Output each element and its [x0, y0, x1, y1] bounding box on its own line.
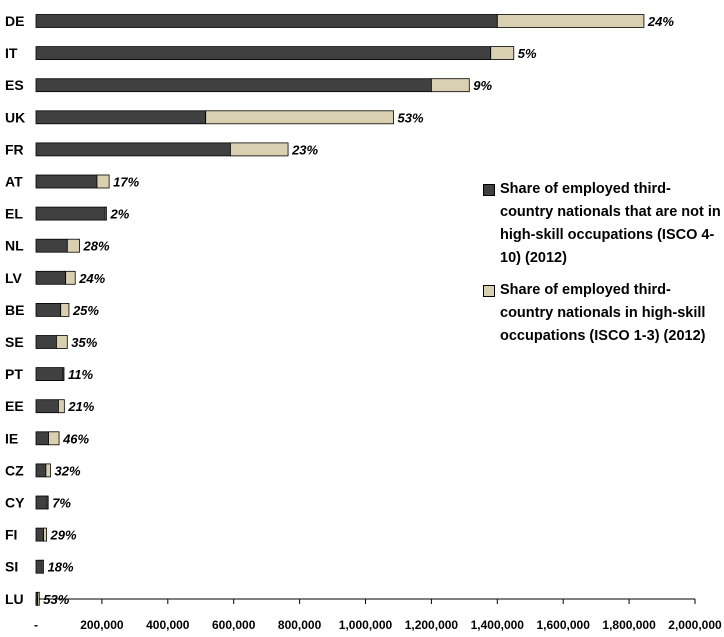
x-tick-label: 800,000 — [278, 618, 322, 632]
bar-segment-not-high-skill — [35, 270, 67, 285]
bar-segment-high-skill — [205, 110, 394, 125]
category-label: LV — [5, 270, 23, 286]
bar-segment-high-skill — [65, 270, 76, 285]
category-label: CZ — [5, 462, 24, 478]
bar-segment-not-high-skill — [35, 527, 44, 542]
category-label: LU — [5, 591, 24, 607]
bar-segment-high-skill — [41, 559, 44, 574]
bar-segment-not-high-skill — [35, 142, 231, 157]
bar-segment-not-high-skill — [35, 431, 49, 446]
category-label: AT — [5, 174, 23, 190]
data-label: 24% — [78, 271, 105, 286]
data-label: 9% — [473, 78, 492, 93]
bar-segment-not-high-skill — [35, 78, 432, 93]
x-tick-label: 200,000 — [80, 618, 124, 632]
x-tick-label: 2,000,000 — [668, 618, 722, 632]
category-label: EE — [5, 398, 24, 414]
x-tick-label: 1,200,000 — [405, 618, 459, 632]
x-tick-label: 400,000 — [146, 618, 190, 632]
data-label: 21% — [67, 399, 94, 414]
bar-segment-not-high-skill — [35, 206, 106, 221]
legend-swatch-not-high-skill — [483, 184, 495, 196]
data-label: 25% — [72, 303, 99, 318]
bar-segment-high-skill — [104, 206, 107, 221]
data-label: 2% — [110, 207, 130, 222]
category-label: IE — [5, 430, 18, 446]
chart-legend: Share of employed third-country national… — [483, 178, 723, 357]
category-label: UK — [5, 109, 25, 125]
category-label: FR — [5, 141, 24, 157]
category-label: SE — [5, 334, 24, 350]
bar-segment-not-high-skill — [35, 174, 98, 189]
category-label: SI — [5, 559, 18, 575]
bar-segment-not-high-skill — [35, 559, 43, 574]
bar-segment-high-skill — [43, 527, 47, 542]
bar-segment-not-high-skill — [35, 46, 492, 60]
bar-segment-not-high-skill — [35, 14, 498, 28]
data-label: 17% — [113, 175, 139, 190]
x-tick-label: 1,800,000 — [602, 618, 656, 632]
x-tick-label: 1,600,000 — [537, 618, 591, 632]
legend-item-high-skill: Share of employed third-country national… — [483, 279, 723, 348]
bar-segment-high-skill — [62, 367, 65, 382]
category-label: BE — [5, 302, 24, 318]
x-tick-label: 600,000 — [212, 618, 256, 632]
data-label: 7% — [52, 496, 71, 511]
bar-segment-high-skill — [46, 495, 49, 510]
data-label: 18% — [48, 560, 74, 575]
bar-segment-high-skill — [230, 142, 289, 157]
data-label: 53% — [398, 110, 424, 125]
data-label: 29% — [50, 528, 77, 543]
bar-segment-high-skill — [496, 14, 645, 28]
bar-segment-not-high-skill — [35, 302, 62, 317]
bar-segment-high-skill — [60, 302, 70, 317]
bar-segment-not-high-skill — [35, 367, 64, 382]
data-label: 5% — [518, 46, 537, 61]
bar-segment-high-skill — [66, 238, 80, 253]
bar-segment-high-skill — [56, 335, 68, 349]
data-label: 53% — [43, 592, 69, 607]
data-label: 28% — [82, 239, 109, 254]
data-label: 46% — [62, 431, 89, 446]
legend-item-not-high-skill: Share of employed third-country national… — [483, 178, 723, 270]
bar-segment-high-skill — [96, 174, 110, 189]
legend-label-high-skill: Share of employed third-country national… — [500, 282, 706, 344]
bar-segment-not-high-skill — [35, 463, 47, 478]
bar-segment-not-high-skill — [35, 335, 57, 349]
bar-segment-high-skill — [430, 78, 470, 93]
bar-segment-not-high-skill — [35, 110, 207, 125]
bar-segment-not-high-skill — [35, 238, 68, 253]
category-label: IT — [5, 45, 18, 61]
bar-segment-high-skill — [45, 463, 51, 478]
category-label: ES — [5, 77, 24, 93]
data-label: 32% — [54, 463, 80, 478]
x-tick-label: 1,000,000 — [339, 618, 393, 632]
bar-segment-not-high-skill — [35, 399, 59, 414]
data-label: 11% — [68, 367, 93, 382]
category-label: DE — [5, 13, 24, 29]
x-tick-label: - — [34, 618, 38, 632]
x-tick-label: 1,400,000 — [471, 618, 525, 632]
data-label: 24% — [647, 14, 674, 29]
bar-segment-high-skill — [48, 431, 60, 446]
data-label: 23% — [291, 142, 318, 157]
bar-segment-high-skill — [490, 46, 515, 60]
category-label: FI — [5, 527, 17, 543]
bar-segment-high-skill — [58, 399, 65, 414]
data-label: 35% — [71, 335, 97, 350]
legend-swatch-high-skill — [483, 285, 495, 297]
bar-segment-not-high-skill — [35, 495, 48, 510]
category-label: PT — [5, 366, 23, 382]
category-label: CY — [5, 495, 25, 511]
category-label: EL — [5, 206, 23, 222]
legend-label-not-high-skill: Share of employed third-country national… — [500, 181, 721, 266]
bar-segment-high-skill — [37, 591, 40, 606]
category-label: NL — [5, 238, 24, 254]
